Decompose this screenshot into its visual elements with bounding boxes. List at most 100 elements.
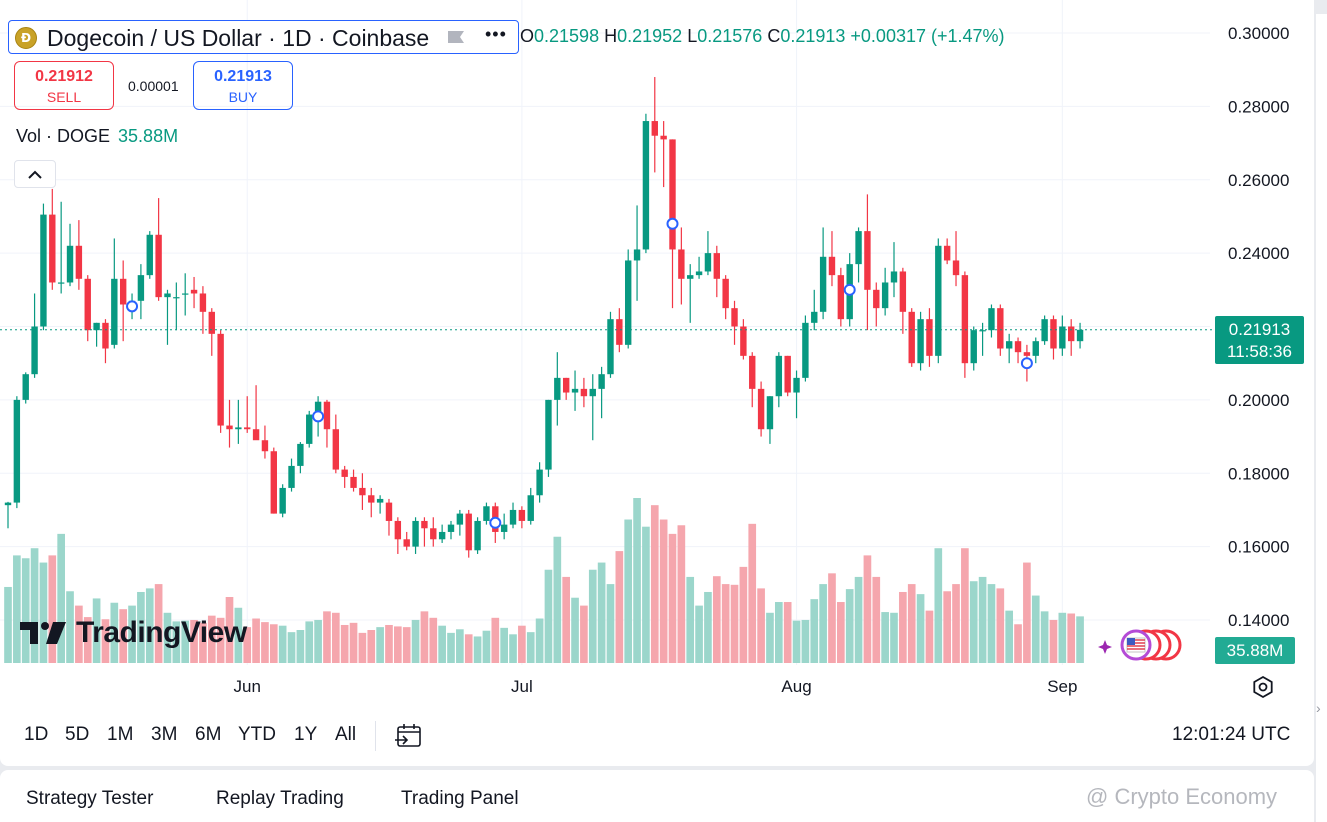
volume-legend[interactable]: Vol · DOGE 35.88M [16, 126, 178, 147]
volume-bar [154, 584, 163, 663]
collapse-legend-button[interactable] [14, 160, 56, 188]
utc-clock[interactable]: 12:01:24 UTC [1172, 724, 1291, 745]
candle-body [935, 245, 942, 356]
volume-bar [92, 598, 101, 663]
candle-body [722, 278, 729, 309]
dividend-event-marker [489, 516, 502, 529]
volume-bar [854, 576, 863, 663]
range-3m-button[interactable]: 3M [151, 724, 178, 745]
candle-body [713, 253, 720, 279]
candle-body [66, 245, 74, 283]
volume-bar [48, 555, 57, 663]
flag-icon[interactable] [447, 30, 465, 44]
volume-bar [943, 591, 951, 663]
volume-bar [128, 605, 136, 663]
price-chart[interactable]: 0.30000 0.28000 0.26000 0.24000 0.20000 0.180… [0, 0, 1314, 705]
chart-settings-icon[interactable] [1251, 675, 1275, 699]
candle-body [323, 401, 331, 430]
volume-bar [1040, 611, 1049, 663]
range-5d-button[interactable]: 5D [65, 724, 90, 745]
candle-body [917, 319, 924, 364]
candle-body [633, 249, 641, 261]
candle-body [146, 234, 153, 276]
candle-body [961, 275, 969, 364]
tab-replay-trading[interactable]: Replay Trading [216, 788, 344, 809]
candle-body [297, 443, 304, 466]
candle-body [173, 297, 180, 299]
economic-events-icon[interactable] [1096, 628, 1186, 662]
chart-panel[interactable]: 0.30000 0.28000 0.26000 0.24000 0.20000 0.180… [0, 0, 1314, 766]
bottom-panel: Strategy Tester Replay Trading Trading P… [0, 770, 1314, 822]
price-tick-label: 0.28000 [1228, 97, 1289, 116]
candle-body [704, 253, 712, 272]
volume-bar [456, 629, 464, 663]
volume-bar [1031, 595, 1040, 663]
candle-body [49, 214, 56, 283]
volume-bar [872, 576, 881, 663]
tradingview-logo-icon [20, 622, 66, 644]
candle-body [359, 487, 366, 496]
buy-label: BUY [228, 89, 258, 105]
candle-body [279, 487, 286, 514]
candle-body [270, 451, 277, 514]
candle-body [13, 399, 21, 503]
candle-body [474, 520, 481, 551]
volume-bar [376, 627, 384, 663]
candle-body [102, 322, 109, 349]
ohlc-low-key: L [687, 26, 698, 46]
volume-bar [969, 581, 978, 663]
volume-bar [828, 573, 836, 663]
chevron-right-icon[interactable]: › [1316, 700, 1321, 716]
more-options-icon[interactable]: ••• [485, 24, 507, 44]
volume-bar [278, 625, 287, 663]
volume-bar [739, 566, 748, 663]
time-tick-label: Jun [234, 677, 261, 696]
volume-bar [535, 618, 544, 663]
range-ytd-button[interactable]: YTD [238, 724, 276, 745]
candle-body [403, 539, 410, 547]
candle-body [1059, 326, 1066, 349]
volume-bar [30, 548, 39, 663]
range-6m-button[interactable]: 6M [195, 724, 222, 745]
candle-body [775, 355, 783, 397]
volume-bar [916, 594, 925, 663]
time-scale[interactable]: Jun Jul Aug Sep [234, 677, 1078, 696]
range-all-button[interactable]: All [335, 724, 357, 745]
symbol-info[interactable]: Ð Dogecoin / US Dollar · 1D · Coinbase •… [8, 20, 519, 54]
candle-body [766, 396, 774, 430]
range-1y-button[interactable]: 1Y [294, 724, 318, 745]
candle-body [1076, 329, 1084, 342]
sell-button[interactable]: 0.21912 SELL [14, 61, 114, 110]
tab-strategy-tester[interactable]: Strategy Tester [26, 788, 154, 809]
right-sidebar-strip [1316, 14, 1327, 822]
volume-bar [137, 591, 145, 663]
price-scale[interactable]: 0.30000 0.28000 0.26000 0.24000 0.20000 0.180… [1228, 24, 1289, 630]
volume-bar [783, 602, 792, 663]
volume-bar [961, 548, 969, 663]
volume-bar [659, 519, 668, 663]
range-1m-button[interactable]: 1M [107, 724, 134, 745]
dogecoin-logo-icon: Ð [15, 27, 37, 49]
candle-body [252, 429, 260, 441]
volume-bar [650, 505, 659, 663]
buy-button[interactable]: 0.21913 BUY [193, 61, 293, 110]
tab-trading-panel[interactable]: Trading Panel [401, 788, 519, 809]
volume-bar [482, 630, 491, 663]
dividend-event-marker [666, 217, 679, 230]
candle-body [22, 374, 29, 400]
symbol-title[interactable]: Dogecoin / US Dollar · 1D · Coinbase [47, 25, 430, 51]
volume-bar [314, 619, 322, 663]
candle-body [651, 121, 658, 136]
volume-bar [75, 605, 83, 663]
candle-body [571, 388, 579, 393]
range-1d-button[interactable]: 1D [24, 724, 49, 745]
candle-body [562, 377, 570, 393]
candle-body [554, 377, 561, 400]
candle-body [385, 502, 393, 521]
candle-body [465, 513, 472, 551]
candle-body [660, 135, 667, 140]
candle-body [394, 520, 402, 540]
candle-body [616, 319, 623, 345]
candle-body [757, 388, 765, 430]
go-to-date-icon[interactable] [394, 721, 424, 751]
